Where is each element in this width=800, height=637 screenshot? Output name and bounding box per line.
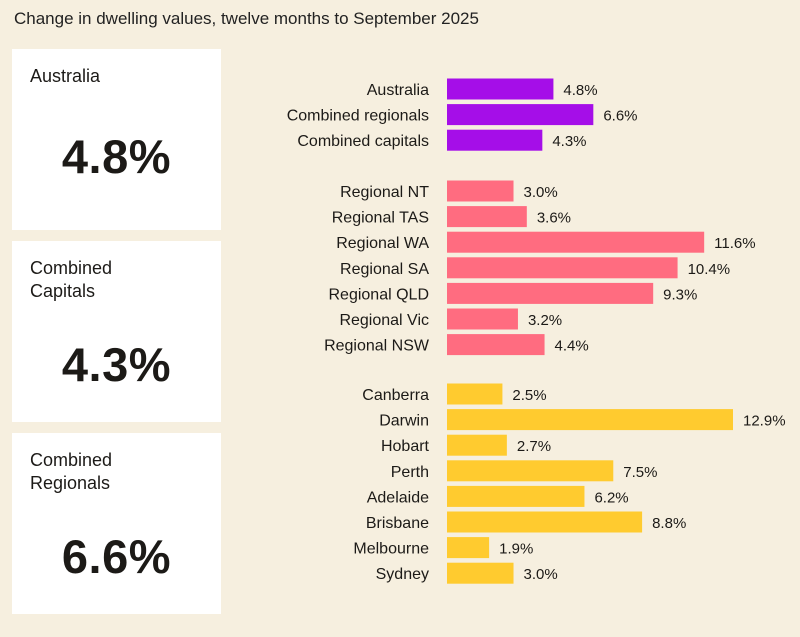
category-label: Combined capitals: [297, 133, 429, 150]
bar: [447, 537, 490, 559]
bar: [447, 180, 514, 202]
value-label: 6.6%: [603, 108, 637, 125]
card-label: Australia: [30, 66, 101, 86]
bar: [447, 334, 545, 356]
category-label: Regional NT: [340, 184, 429, 201]
value-label: 10.4%: [688, 261, 731, 278]
value-label: 8.8%: [652, 515, 686, 532]
card-value: 4.8%: [61, 130, 172, 183]
chart-title: Change in dwelling values, twelve months…: [14, 9, 479, 28]
value-label: 3.6%: [537, 210, 571, 227]
card-label: Combined Capitals: [30, 258, 113, 301]
category-label: Regional SA: [340, 261, 429, 278]
value-label: 11.6%: [714, 235, 755, 252]
bar: [447, 409, 733, 431]
bar: [447, 78, 554, 100]
category-label: Regional TAS: [332, 210, 429, 227]
value-label: 3.0%: [524, 184, 558, 201]
category-label: Regional QLD: [329, 286, 430, 303]
category-label: Darwin: [379, 413, 429, 430]
bar: [447, 485, 585, 507]
category-label: Adelaide: [367, 489, 429, 506]
bar: [447, 257, 678, 279]
value-label: 6.2%: [594, 489, 628, 506]
category-label: Regional NSW: [324, 338, 430, 355]
category-label: Sydney: [376, 566, 429, 583]
bar: [447, 460, 614, 482]
value-label: 2.7%: [517, 438, 551, 455]
bar: [447, 511, 643, 533]
value-label: 2.5%: [512, 387, 546, 404]
bar: [447, 231, 705, 253]
combined-regionals-summary-card: Combined Regionals 6.6%: [12, 433, 221, 614]
value-label: 1.9%: [499, 541, 533, 558]
card-value: 4.3%: [61, 338, 172, 391]
bar: [447, 434, 507, 456]
category-label: Brisbane: [366, 515, 429, 532]
card-value: 6.6%: [61, 530, 172, 583]
category-label: Combined regionals: [287, 108, 429, 125]
category-label: Canberra: [362, 387, 429, 404]
category-label: Melbourne: [353, 541, 429, 558]
bar: [447, 206, 527, 228]
category-label: Regional Vic: [339, 312, 429, 329]
value-label: 4.3%: [552, 133, 586, 150]
value-label: 9.3%: [663, 286, 697, 303]
value-label: 12.9%: [743, 413, 786, 430]
value-label: 3.2%: [528, 312, 562, 329]
bar: [447, 282, 654, 304]
value-label: 4.4%: [555, 338, 589, 355]
bar: [447, 562, 514, 584]
combined-capitals-summary-card: Combined Capitals 4.3%: [12, 241, 221, 422]
australia-summary-card: Australia 4.8%: [12, 49, 221, 230]
value-label: 4.8%: [563, 82, 597, 99]
category-label: Regional WA: [336, 235, 429, 252]
value-label: 7.5%: [623, 464, 657, 481]
bar: [447, 129, 543, 151]
value-label: 3.0%: [524, 566, 558, 583]
bar: [447, 104, 594, 126]
category-label: Perth: [391, 464, 429, 481]
bar: [447, 383, 503, 405]
bar: [447, 308, 518, 330]
category-label: Australia: [367, 82, 429, 99]
category-label: Hobart: [381, 438, 430, 455]
card-label: Combined Regionals: [30, 450, 113, 493]
